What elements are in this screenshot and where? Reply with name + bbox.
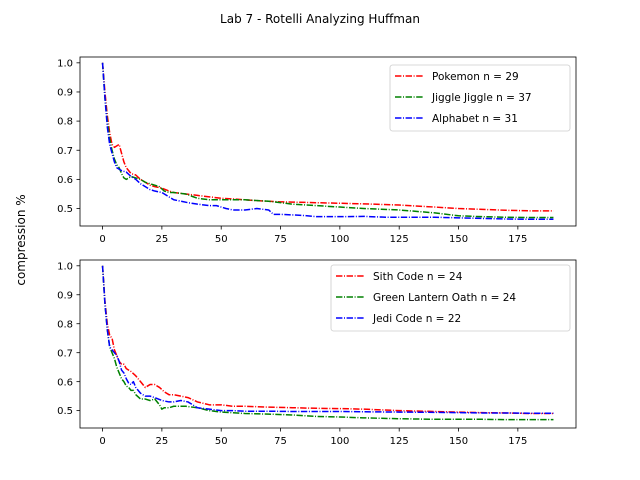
axes-frame-2 [79, 259, 577, 429]
x-tick-label-1-8: 175 [508, 234, 527, 245]
x-tick-label-1-4: 75 [274, 234, 287, 245]
series-line-2-2 [101, 265, 554, 421]
y-tick-label-2-3: 0.7 [57, 348, 73, 359]
series-line-1-3 [101, 62, 554, 221]
x-tick-label-1-2: 25 [156, 234, 169, 245]
y-tick-label-1-3: 0.7 [57, 146, 73, 157]
plot-top: 0 25 50 75 100 125 150 175 0.5 0.6 0.7 0.8 0.9 1.0 Pok… [57, 56, 577, 245]
legend-label-2-2: Green Lantern Oath n = 24 [373, 292, 516, 304]
legend-label-1-1: Pokemon n = 29 [432, 71, 519, 83]
plot-bottom: 0 25 50 75 100 125 150 175 0.5 0.6 0.7 0.8 0.9 1.0 Sit… [57, 259, 577, 447]
y-tick-label-1-1: 0.5 [57, 204, 73, 215]
y-tick-label-2-6: 1.0 [57, 261, 73, 272]
x-tick-label-1-5: 100 [330, 234, 349, 245]
x-tick-label-1-3: 50 [215, 234, 228, 245]
legend-box-2 [330, 264, 571, 332]
x-tick-label-1-7: 150 [449, 234, 468, 245]
x-tick-label-2-7: 150 [449, 436, 468, 447]
figure-ylabel: compression % [14, 194, 28, 285]
y-tick-label-2-1: 0.5 [57, 406, 73, 417]
figure-title: Lab 7 - Rotelli Analyzing Huffman [220, 12, 420, 26]
y-tick-label-1-4: 0.8 [57, 117, 73, 128]
x-tick-label-2-5: 100 [330, 436, 349, 447]
legend-label-2-1: Sith Code n = 24 [373, 271, 463, 283]
y-tick-label-1-6: 1.0 [57, 58, 73, 69]
x-tick-label-1-1: 0 [99, 234, 105, 245]
legend-box-1 [389, 64, 571, 132]
y-tick-label-2-4: 0.8 [57, 319, 73, 330]
series-line-2-3 [101, 265, 554, 414]
legend-label-1-2: Jiggle Jiggle n = 37 [431, 92, 532, 104]
x-tick-label-2-2: 25 [156, 436, 169, 447]
y-tick-label-2-2: 0.6 [57, 377, 73, 388]
axes-frame-1 [79, 56, 577, 227]
y-tick-label-1-2: 0.6 [57, 175, 73, 186]
y-tick-label-2-5: 0.9 [57, 290, 73, 301]
x-tick-label-2-1: 0 [99, 436, 105, 447]
legend-label-1-3: Alphabet n = 31 [432, 113, 518, 125]
x-tick-label-1-6: 125 [390, 234, 409, 245]
x-tick-label-2-6: 125 [390, 436, 409, 447]
x-tick-label-2-4: 75 [274, 436, 287, 447]
legend-label-2-3: Jedi Code n = 22 [372, 313, 461, 325]
y-tick-label-1-5: 0.9 [57, 88, 73, 99]
x-tick-label-2-3: 50 [215, 436, 228, 447]
x-tick-label-2-8: 175 [508, 436, 527, 447]
